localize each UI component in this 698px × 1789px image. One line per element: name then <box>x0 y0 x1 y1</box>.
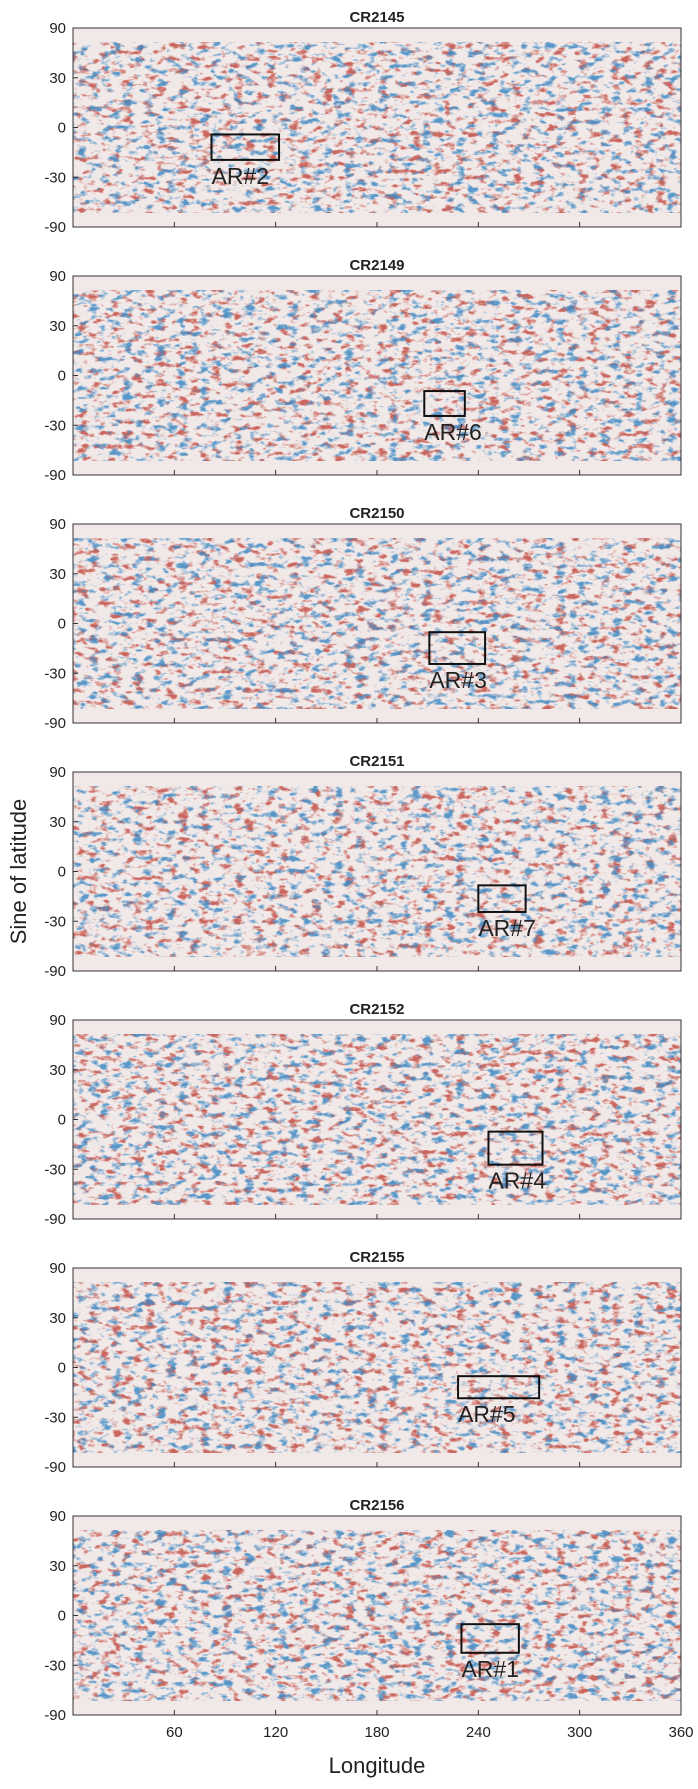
region-box <box>487 1130 544 1166</box>
y-tick-label: -90 <box>44 219 66 236</box>
texture-blue <box>73 1282 681 1453</box>
y-tick-label: 90 <box>49 1012 66 1029</box>
panel-title: CR2149 <box>349 257 404 274</box>
region-box <box>477 884 527 913</box>
y-tick-label: 30 <box>49 1062 66 1079</box>
texture-blue <box>73 42 681 213</box>
region-label: AR#3 <box>429 667 487 693</box>
panel-title: CR2156 <box>349 1497 404 1514</box>
panel-title: CR2152 <box>349 1001 404 1018</box>
y-tick-label: 90 <box>49 20 66 37</box>
y-tick-label: 90 <box>49 268 66 285</box>
y-tick-label: 0 <box>58 1360 66 1377</box>
y-tick-label: -30 <box>44 417 66 434</box>
texture-blue <box>73 290 681 461</box>
panel: CR2155 90 30 0 -30 -90 AR#5 <box>44 1249 682 1476</box>
y-tick-label: 30 <box>49 1558 66 1575</box>
y-tick-label: -90 <box>44 963 66 980</box>
y-tick-label: -90 <box>44 1459 66 1476</box>
y-tick-label: -90 <box>44 715 66 732</box>
y-tick-label: 90 <box>49 764 66 781</box>
texture-blue <box>73 786 681 957</box>
panel: CR2150 90 30 0 -30 -90 AR#3 <box>44 505 682 732</box>
y-tick-label: 30 <box>49 814 66 831</box>
texture-blue <box>73 1530 681 1701</box>
y-tick-label: -90 <box>44 1707 66 1724</box>
region-box <box>423 390 466 417</box>
y-tick-label: 30 <box>49 566 66 583</box>
region-box <box>210 133 281 161</box>
y-tick-label: -30 <box>44 913 66 930</box>
panel: CR2145 90 30 0 -30 -90 AR#2 <box>44 9 682 236</box>
region-box <box>457 1375 541 1400</box>
y-tick-label: 90 <box>49 1260 66 1277</box>
y-tick-label: -30 <box>44 169 66 186</box>
y-axis-label: Sine of latitude <box>6 799 31 945</box>
region-label: AR#2 <box>211 163 269 189</box>
y-tick-label: 0 <box>58 864 66 881</box>
y-tick-label: -30 <box>44 1161 66 1178</box>
y-tick-label: -30 <box>44 665 66 682</box>
y-tick-label: 0 <box>58 1112 66 1129</box>
y-tick-label: -30 <box>44 1409 66 1426</box>
panel-title: CR2155 <box>349 1249 404 1266</box>
y-tick-label: 0 <box>58 1608 66 1625</box>
region-label: AR#5 <box>458 1401 516 1427</box>
x-axis-label: Longitude <box>329 1753 426 1778</box>
y-tick-label: -30 <box>44 1657 66 1674</box>
y-tick-label: 30 <box>49 1310 66 1327</box>
panel-title: CR2145 <box>349 9 404 26</box>
panel: CR2149 90 30 0 -30 -90 AR#6 <box>44 257 682 484</box>
texture-blue <box>73 538 681 709</box>
y-tick-label: 0 <box>58 616 66 633</box>
x-tick-label: 60 <box>166 1724 183 1741</box>
region-label: AR#7 <box>478 915 536 941</box>
x-tick-label: 300 <box>567 1724 592 1741</box>
x-tick-label: 180 <box>364 1724 389 1741</box>
region-label: AR#1 <box>461 1656 519 1682</box>
region-box <box>428 631 487 665</box>
y-tick-label: 30 <box>49 70 66 87</box>
panel: CR2151 90 30 0 -30 -90 AR#7 Sine of latitude <box>6 753 682 980</box>
panel: CR2152 90 30 0 -30 -90 AR#4 <box>44 1001 682 1228</box>
x-tick-label: 120 <box>263 1724 288 1741</box>
panel-title: CR2150 <box>349 505 404 522</box>
y-tick-label: 90 <box>49 1508 66 1525</box>
region-label: AR#6 <box>424 419 482 445</box>
region-box <box>460 1623 520 1654</box>
region-label: AR#4 <box>488 1168 546 1194</box>
texture-blue <box>73 1034 681 1205</box>
x-tick-label: 360 <box>668 1724 693 1741</box>
y-tick-label: -90 <box>44 1211 66 1228</box>
y-tick-label: 0 <box>58 120 66 137</box>
y-tick-label: -90 <box>44 467 66 484</box>
y-tick-label: 30 <box>49 318 66 335</box>
y-tick-label: 90 <box>49 516 66 533</box>
y-tick-label: 0 <box>58 368 66 385</box>
panel-title: CR2151 <box>349 753 404 770</box>
x-tick-label: 240 <box>466 1724 491 1741</box>
